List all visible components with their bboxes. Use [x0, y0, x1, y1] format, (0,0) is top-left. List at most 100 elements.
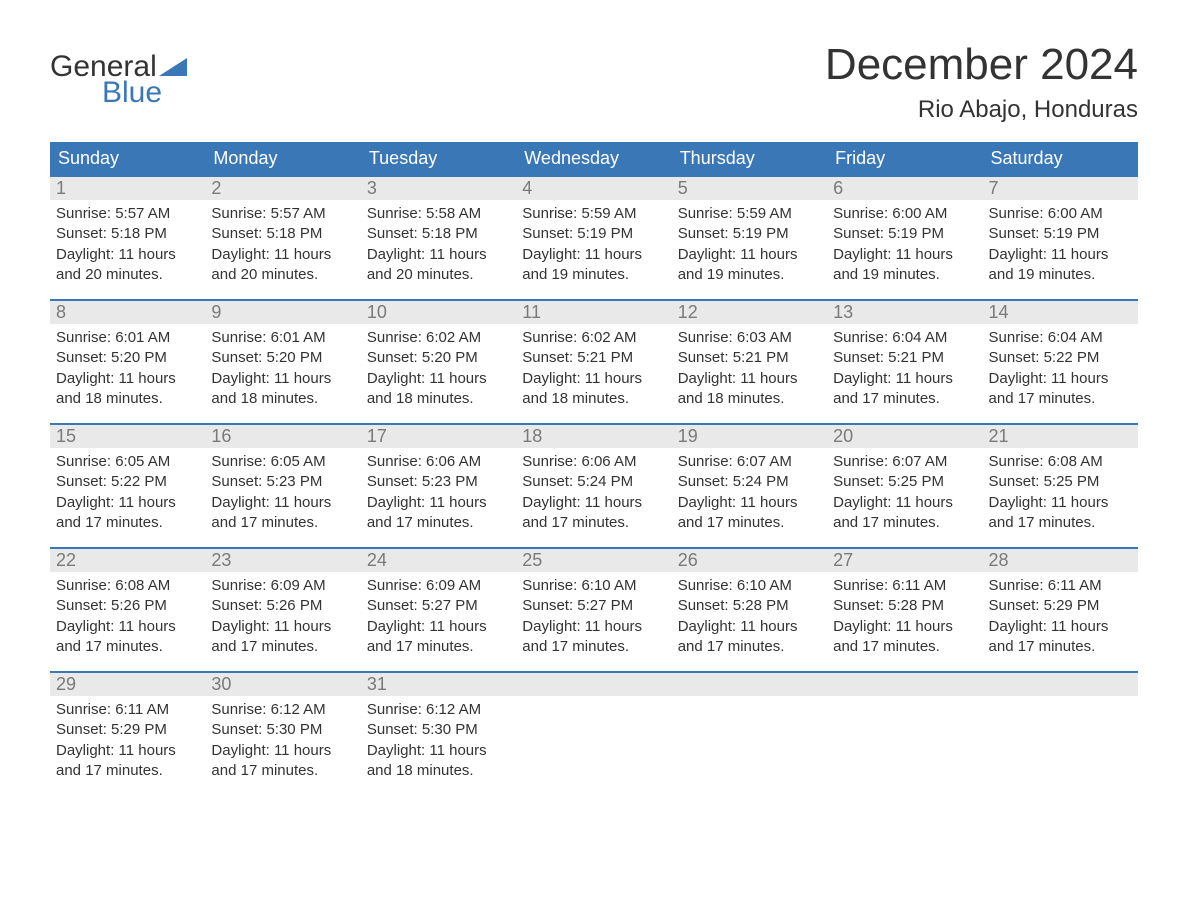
- day-cell: [516, 673, 671, 795]
- week-row: 22Sunrise: 6:08 AMSunset: 5:26 PMDayligh…: [50, 547, 1138, 671]
- daylight-text: Daylight: 11 hours and 18 minutes.: [367, 741, 510, 782]
- day-number: 20: [827, 425, 982, 448]
- daylight-text: Daylight: 11 hours and 17 minutes.: [833, 493, 976, 534]
- sunrise-text: Sunrise: 6:09 AM: [367, 576, 510, 596]
- daylight-text: Daylight: 11 hours and 20 minutes.: [367, 245, 510, 286]
- day-number: 5: [672, 177, 827, 200]
- day-cell: 5Sunrise: 5:59 AMSunset: 5:19 PMDaylight…: [672, 177, 827, 299]
- daylight-text: Daylight: 11 hours and 17 minutes.: [678, 617, 821, 658]
- month-title: December 2024: [825, 40, 1138, 90]
- day-number: 18: [516, 425, 671, 448]
- day-body: Sunrise: 6:11 AMSunset: 5:29 PMDaylight:…: [983, 572, 1138, 671]
- day-body: Sunrise: 6:00 AMSunset: 5:19 PMDaylight:…: [827, 200, 982, 299]
- day-number: 1: [50, 177, 205, 200]
- sunrise-text: Sunrise: 6:02 AM: [522, 328, 665, 348]
- day-number: 23: [205, 549, 360, 572]
- sunset-text: Sunset: 5:21 PM: [678, 348, 821, 368]
- sunset-text: Sunset: 5:20 PM: [211, 348, 354, 368]
- sunrise-text: Sunrise: 6:04 AM: [833, 328, 976, 348]
- sunset-text: Sunset: 5:18 PM: [367, 224, 510, 244]
- sunset-text: Sunset: 5:21 PM: [833, 348, 976, 368]
- day-cell: 19Sunrise: 6:07 AMSunset: 5:24 PMDayligh…: [672, 425, 827, 547]
- sunset-text: Sunset: 5:30 PM: [367, 720, 510, 740]
- weekday-header: Thursday: [672, 142, 827, 175]
- sunrise-text: Sunrise: 5:57 AM: [211, 204, 354, 224]
- sunrise-text: Sunrise: 6:11 AM: [56, 700, 199, 720]
- day-cell: 25Sunrise: 6:10 AMSunset: 5:27 PMDayligh…: [516, 549, 671, 671]
- day-cell: 6Sunrise: 6:00 AMSunset: 5:19 PMDaylight…: [827, 177, 982, 299]
- sunrise-text: Sunrise: 6:08 AM: [56, 576, 199, 596]
- sunrise-text: Sunrise: 6:00 AM: [989, 204, 1132, 224]
- day-body: Sunrise: 5:59 AMSunset: 5:19 PMDaylight:…: [672, 200, 827, 299]
- daylight-text: Daylight: 11 hours and 19 minutes.: [989, 245, 1132, 286]
- daylight-text: Daylight: 11 hours and 17 minutes.: [833, 369, 976, 410]
- sunset-text: Sunset: 5:26 PM: [56, 596, 199, 616]
- day-cell: 3Sunrise: 5:58 AMSunset: 5:18 PMDaylight…: [361, 177, 516, 299]
- day-cell: 24Sunrise: 6:09 AMSunset: 5:27 PMDayligh…: [361, 549, 516, 671]
- sunset-text: Sunset: 5:30 PM: [211, 720, 354, 740]
- daylight-text: Daylight: 11 hours and 18 minutes.: [522, 369, 665, 410]
- day-body: Sunrise: 6:12 AMSunset: 5:30 PMDaylight:…: [361, 696, 516, 795]
- sunset-text: Sunset: 5:29 PM: [989, 596, 1132, 616]
- daylight-text: Daylight: 11 hours and 17 minutes.: [989, 369, 1132, 410]
- sunrise-text: Sunrise: 6:07 AM: [833, 452, 976, 472]
- day-body: Sunrise: 5:57 AMSunset: 5:18 PMDaylight:…: [50, 200, 205, 299]
- day-cell: 2Sunrise: 5:57 AMSunset: 5:18 PMDaylight…: [205, 177, 360, 299]
- daylight-text: Daylight: 11 hours and 20 minutes.: [56, 245, 199, 286]
- day-cell: 22Sunrise: 6:08 AMSunset: 5:26 PMDayligh…: [50, 549, 205, 671]
- sunset-text: Sunset: 5:19 PM: [833, 224, 976, 244]
- day-body: Sunrise: 5:57 AMSunset: 5:18 PMDaylight:…: [205, 200, 360, 299]
- sunset-text: Sunset: 5:22 PM: [56, 472, 199, 492]
- day-cell: 26Sunrise: 6:10 AMSunset: 5:28 PMDayligh…: [672, 549, 827, 671]
- weekday-header-row: Sunday Monday Tuesday Wednesday Thursday…: [50, 142, 1138, 175]
- sunrise-text: Sunrise: 6:03 AM: [678, 328, 821, 348]
- calendar: Sunday Monday Tuesday Wednesday Thursday…: [50, 142, 1138, 795]
- day-number: 8: [50, 301, 205, 324]
- sunset-text: Sunset: 5:19 PM: [989, 224, 1132, 244]
- daylight-text: Daylight: 11 hours and 17 minutes.: [367, 493, 510, 534]
- day-body: Sunrise: 6:10 AMSunset: 5:28 PMDaylight:…: [672, 572, 827, 671]
- day-body: Sunrise: 5:58 AMSunset: 5:18 PMDaylight:…: [361, 200, 516, 299]
- day-body: Sunrise: 6:08 AMSunset: 5:25 PMDaylight:…: [983, 448, 1138, 547]
- sunrise-text: Sunrise: 5:59 AM: [522, 204, 665, 224]
- day-number: 13: [827, 301, 982, 324]
- day-number: 29: [50, 673, 205, 696]
- daylight-text: Daylight: 11 hours and 18 minutes.: [56, 369, 199, 410]
- weekday-header: Friday: [827, 142, 982, 175]
- day-cell: 8Sunrise: 6:01 AMSunset: 5:20 PMDaylight…: [50, 301, 205, 423]
- day-cell: 7Sunrise: 6:00 AMSunset: 5:19 PMDaylight…: [983, 177, 1138, 299]
- day-body: Sunrise: 5:59 AMSunset: 5:19 PMDaylight:…: [516, 200, 671, 299]
- day-cell: 11Sunrise: 6:02 AMSunset: 5:21 PMDayligh…: [516, 301, 671, 423]
- day-body: Sunrise: 6:01 AMSunset: 5:20 PMDaylight:…: [50, 324, 205, 423]
- day-cell: 4Sunrise: 5:59 AMSunset: 5:19 PMDaylight…: [516, 177, 671, 299]
- sunrise-text: Sunrise: 5:57 AM: [56, 204, 199, 224]
- sunset-text: Sunset: 5:18 PM: [56, 224, 199, 244]
- day-body: Sunrise: 6:05 AMSunset: 5:23 PMDaylight:…: [205, 448, 360, 547]
- sunset-text: Sunset: 5:20 PM: [367, 348, 510, 368]
- daylight-text: Daylight: 11 hours and 17 minutes.: [56, 493, 199, 534]
- sunrise-text: Sunrise: 6:10 AM: [678, 576, 821, 596]
- day-body: Sunrise: 6:09 AMSunset: 5:26 PMDaylight:…: [205, 572, 360, 671]
- day-cell: 20Sunrise: 6:07 AMSunset: 5:25 PMDayligh…: [827, 425, 982, 547]
- sunrise-text: Sunrise: 6:12 AM: [211, 700, 354, 720]
- sunrise-text: Sunrise: 6:05 AM: [56, 452, 199, 472]
- week-row: 29Sunrise: 6:11 AMSunset: 5:29 PMDayligh…: [50, 671, 1138, 795]
- day-number-bar: [983, 673, 1138, 696]
- day-number: 11: [516, 301, 671, 324]
- sunset-text: Sunset: 5:28 PM: [833, 596, 976, 616]
- sunset-text: Sunset: 5:19 PM: [678, 224, 821, 244]
- day-number: 30: [205, 673, 360, 696]
- weekday-header: Sunday: [50, 142, 205, 175]
- day-cell: [983, 673, 1138, 795]
- day-number: 9: [205, 301, 360, 324]
- day-number: 17: [361, 425, 516, 448]
- day-cell: 15Sunrise: 6:05 AMSunset: 5:22 PMDayligh…: [50, 425, 205, 547]
- day-body: Sunrise: 6:09 AMSunset: 5:27 PMDaylight:…: [361, 572, 516, 671]
- day-cell: 14Sunrise: 6:04 AMSunset: 5:22 PMDayligh…: [983, 301, 1138, 423]
- sunset-text: Sunset: 5:22 PM: [989, 348, 1132, 368]
- day-number: 19: [672, 425, 827, 448]
- daylight-text: Daylight: 11 hours and 17 minutes.: [367, 617, 510, 658]
- daylight-text: Daylight: 11 hours and 17 minutes.: [211, 617, 354, 658]
- day-number: 4: [516, 177, 671, 200]
- daylight-text: Daylight: 11 hours and 18 minutes.: [211, 369, 354, 410]
